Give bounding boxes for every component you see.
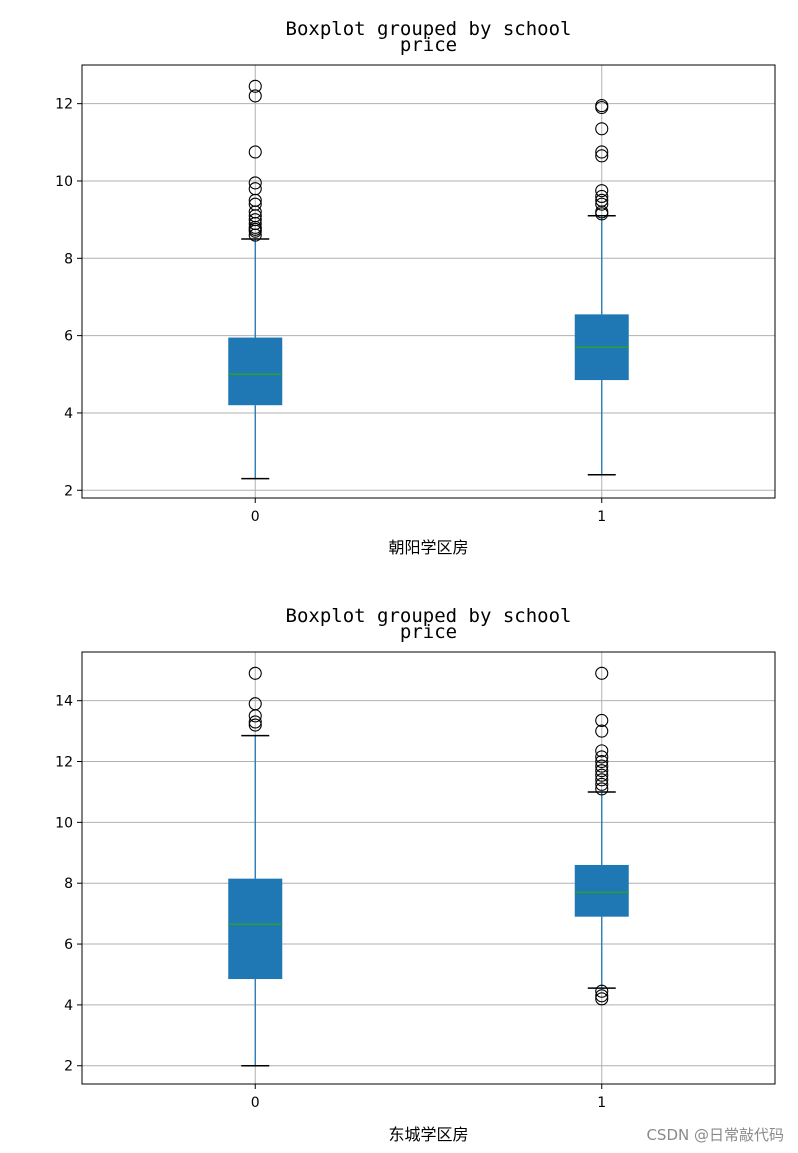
y-tick-label: 10 (55, 174, 73, 190)
outlier-point (595, 189, 609, 203)
outlier-point (595, 122, 609, 136)
outlier-point (248, 176, 262, 190)
box (574, 864, 629, 917)
box (228, 878, 283, 980)
y-tick-label: 4 (64, 406, 73, 422)
outlier-point (595, 992, 609, 1006)
y-tick-label: 14 (55, 694, 73, 710)
plot-frame (81, 64, 776, 499)
outlier-point (595, 984, 609, 998)
outlier-point (595, 782, 609, 796)
outlier-point (595, 145, 609, 159)
y-tick-label: 6 (64, 329, 73, 345)
x-axis-label: 东城学区房 (388, 1125, 468, 1144)
outlier-point (248, 718, 262, 732)
outlier-point (595, 149, 609, 163)
outlier-point (595, 744, 609, 758)
outlier-point (595, 666, 609, 680)
box (228, 337, 283, 406)
y-tick-label: 2 (64, 483, 73, 499)
outlier-point (595, 989, 609, 1003)
plot-frame (81, 651, 776, 1085)
x-tick-label: 1 (597, 1095, 606, 1111)
y-tick-label: 8 (64, 251, 73, 267)
outlier-point (595, 764, 609, 778)
outlier-point (248, 666, 262, 680)
y-tick-label: 8 (64, 876, 73, 892)
outlier-point (595, 193, 609, 207)
chart-title: Boxplot grouped by school (286, 18, 572, 40)
y-tick-label: 10 (55, 815, 73, 831)
outlier-point (595, 184, 609, 198)
x-tick-label: 1 (597, 509, 606, 525)
y-tick-label: 12 (55, 755, 73, 771)
y-tick-label: 4 (64, 998, 73, 1014)
outlier-point (595, 754, 609, 769)
outlier-point (248, 182, 262, 196)
outlier-point (595, 713, 609, 728)
chart-title: Boxplot grouped by school (286, 605, 572, 627)
y-tick-label: 2 (64, 1059, 73, 1075)
y-tick-label: 6 (64, 937, 73, 953)
outlier-point (595, 768, 609, 782)
outlier-point (595, 724, 609, 738)
outlier-point (595, 759, 609, 773)
outlier-point (595, 99, 609, 113)
x-tick-label: 0 (251, 1095, 260, 1111)
outlier-point (595, 750, 609, 764)
chart-subtitle: price (400, 34, 457, 56)
outlier-point (595, 773, 609, 787)
x-tick-label: 0 (251, 509, 260, 525)
outlier-point (595, 197, 609, 211)
outlier-point (248, 697, 262, 711)
chart-subtitle: price (400, 621, 457, 643)
y-tick-label: 12 (55, 97, 73, 113)
outlier-point (595, 777, 609, 791)
x-axis-label: 朝阳学区房 (388, 538, 468, 557)
watermark: CSDN @日常敲代码 (646, 1126, 784, 1144)
outlier-point (248, 715, 262, 729)
outlier-point (248, 145, 262, 159)
outlier-point (248, 213, 262, 227)
outlier-point (248, 79, 262, 93)
outlier-point (248, 197, 262, 211)
outlier-point (248, 89, 262, 103)
